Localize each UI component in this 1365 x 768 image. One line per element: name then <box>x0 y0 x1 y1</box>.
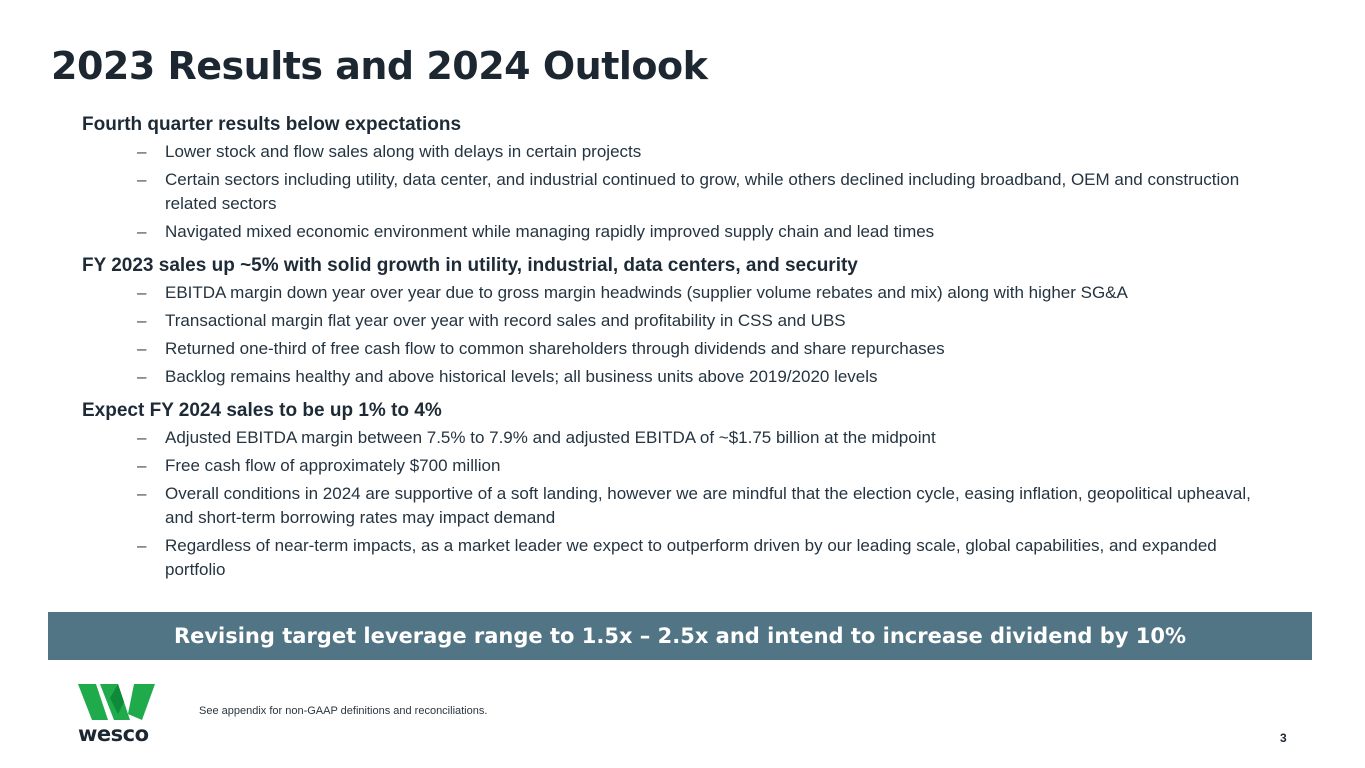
wesco-logo: wesco <box>78 684 158 746</box>
list-item-text: Free cash flow of approximately $700 mil… <box>165 456 501 475</box>
bullet-list: – Lower stock and flow sales along with d… <box>82 140 1272 244</box>
list-item: – Overall conditions in 2024 are supporti… <box>82 482 1272 530</box>
list-item-text: Navigated mixed economic environment whi… <box>165 222 935 241</box>
section-fy2024-outlook: Expect FY 2024 sales to be up 1% to 4% –… <box>82 398 1272 582</box>
list-item-text: Transactional margin flat year over year… <box>165 311 846 330</box>
dash-icon: – <box>137 311 147 330</box>
dash-icon: – <box>137 170 147 189</box>
list-item-text: EBITDA margin down year over year due to… <box>165 283 1128 302</box>
section-fy2023-sales: FY 2023 sales up ~5% with solid growth i… <box>82 253 1272 389</box>
list-item-text: Certain sectors including utility, data … <box>165 170 1240 213</box>
dash-icon: – <box>137 484 147 503</box>
section-q4-results: Fourth quarter results below expectation… <box>82 112 1272 244</box>
list-item-text: Lower stock and flow sales along with de… <box>165 142 642 161</box>
dash-icon: – <box>137 339 147 358</box>
list-item: – Lower stock and flow sales along with d… <box>82 140 1272 164</box>
dash-icon: – <box>137 367 147 386</box>
list-item: – Returned one-third of free cash flow to… <box>82 337 1272 361</box>
section-heading: Fourth quarter results below expectation… <box>82 114 462 135</box>
list-item: – Navigated mixed economic environment wh… <box>82 220 1272 244</box>
list-item-text: Regardless of near-term impacts, as a ma… <box>165 536 1217 579</box>
list-item: – Adjusted EBITDA margin between 7.5% to … <box>82 426 1272 450</box>
logo-wordmark: wesco <box>78 722 149 746</box>
section-heading: Expect FY 2024 sales to be up 1% to 4% <box>82 400 442 421</box>
list-item: – EBITDA margin down year over year due t… <box>82 281 1272 305</box>
dash-icon: – <box>137 456 147 475</box>
list-item-text: Adjusted EBITDA margin between 7.5% to 7… <box>165 428 936 447</box>
page-number: 3 <box>1280 731 1287 745</box>
list-item-text: Returned one-third of free cash flow to … <box>165 339 945 358</box>
list-item: – Regardless of near-term impacts, as a m… <box>82 534 1272 582</box>
dash-icon: – <box>137 222 147 241</box>
list-item-text: Overall conditions in 2024 are supportiv… <box>165 484 1251 527</box>
dash-icon: – <box>137 283 147 302</box>
dash-icon: – <box>137 536 147 555</box>
list-item: – Transactional margin flat year over yea… <box>82 309 1272 333</box>
bullet-list: – Adjusted EBITDA margin between 7.5% to … <box>82 426 1272 582</box>
list-item-text: Backlog remains healthy and above histor… <box>165 367 878 386</box>
content-body: Fourth quarter results below expectation… <box>82 112 1272 586</box>
callout-banner: Revising target leverage range to 1.5x –… <box>48 612 1312 660</box>
dash-icon: – <box>137 142 147 161</box>
bullet-list: – EBITDA margin down year over year due t… <box>82 281 1272 389</box>
page-title: 2023 Results and 2024 Outlook <box>51 44 708 88</box>
list-item: – Certain sectors including utility, data… <box>82 168 1272 216</box>
list-item: – Backlog remains healthy and above histo… <box>82 365 1272 389</box>
list-item: – Free cash flow of approximately $700 mi… <box>82 454 1272 478</box>
section-heading: FY 2023 sales up ~5% with solid growth i… <box>82 255 858 276</box>
wesco-w-logo-icon <box>78 684 155 720</box>
dash-icon: – <box>137 428 147 447</box>
footnote: See appendix for non-GAAP definitions an… <box>199 705 488 717</box>
